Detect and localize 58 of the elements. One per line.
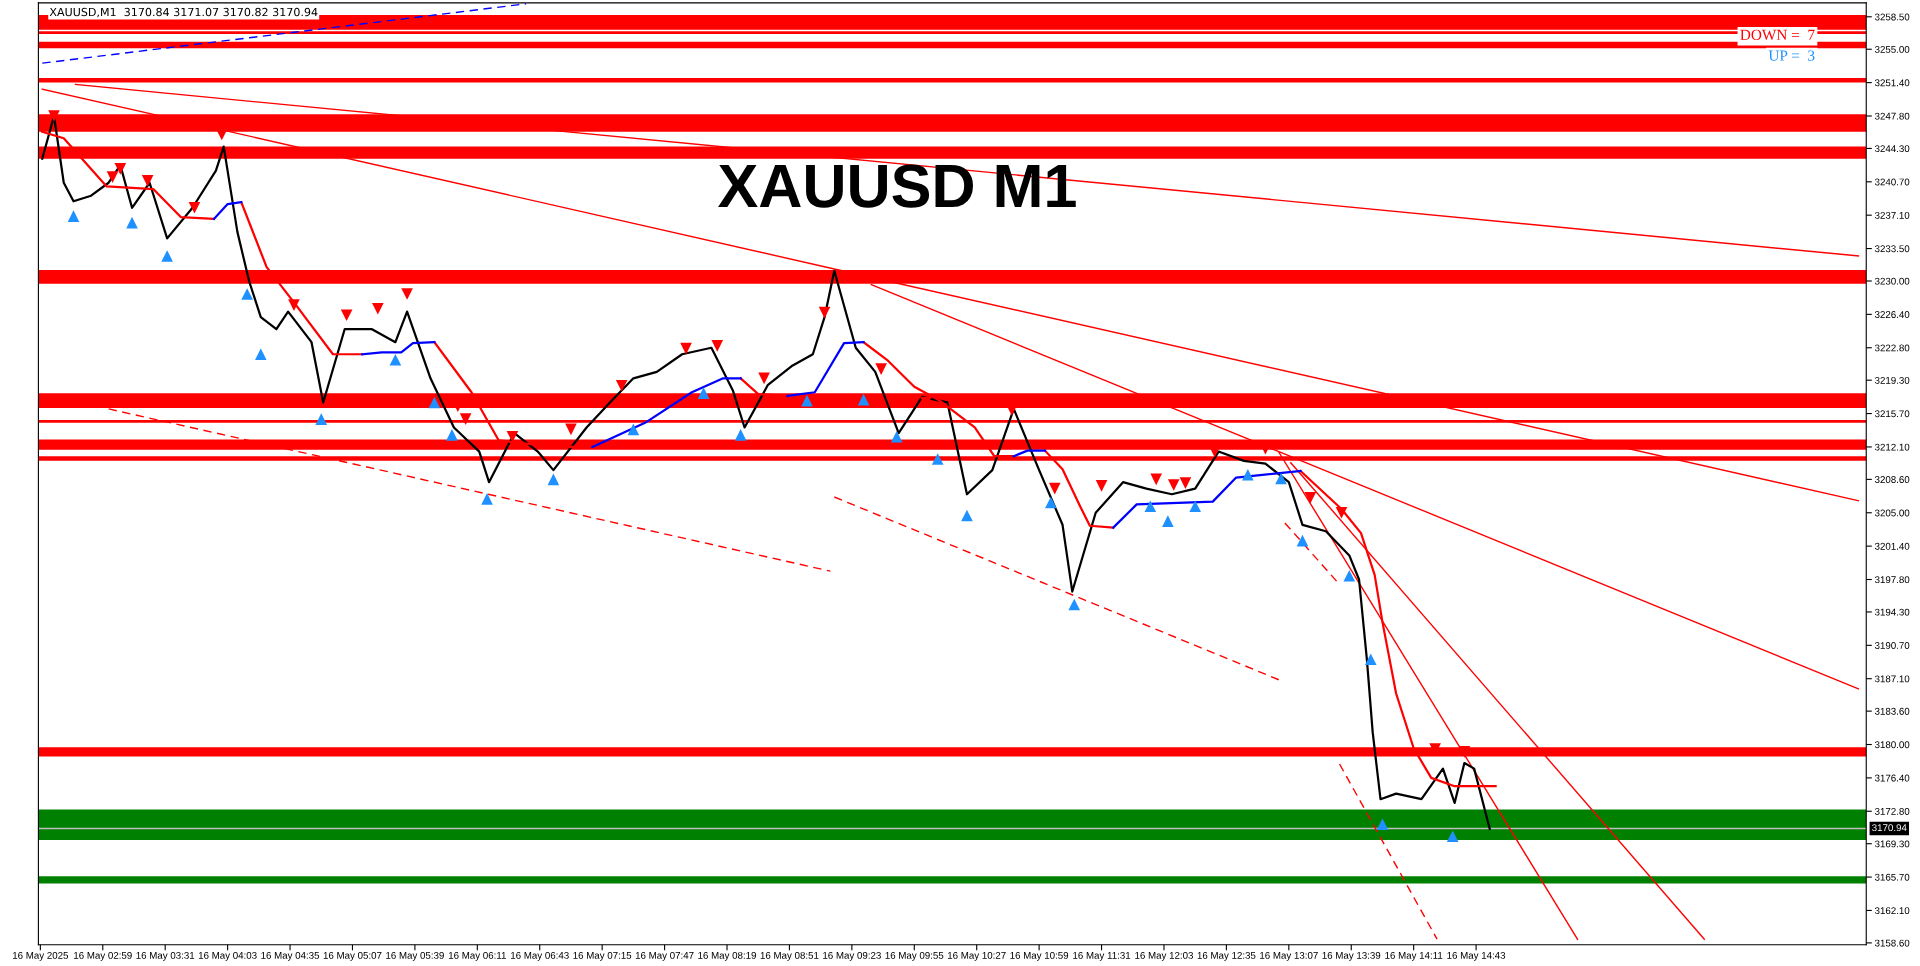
x-tick-label: 16 May 05:07 — [323, 951, 382, 961]
x-tick-label: 16 May 11:31 — [1073, 951, 1131, 961]
y-tick-label: 3180.00 — [1874, 741, 1910, 749]
annotation: UP = 3 — [1768, 50, 1815, 61]
y-tick-label: 3215.70 — [1874, 410, 1910, 418]
y-tick-label: 3219.30 — [1874, 376, 1910, 384]
x-tick-label: 16 May 12:35 — [1197, 951, 1256, 961]
y-tick-label: 3201.40 — [1874, 542, 1910, 550]
x-tick-label: 16 May 13:39 — [1322, 951, 1381, 961]
y-tick-label: 3237.10 — [1874, 211, 1910, 219]
y-tick-label: 3183.60 — [1874, 707, 1910, 715]
x-tick-label: 16 May 10:59 — [1010, 951, 1069, 961]
annotation: DOWN = 7 — [1740, 29, 1815, 41]
y-tick-label: 3176.40 — [1874, 774, 1910, 782]
x-tick-label: 16 May 08:51 — [760, 951, 819, 961]
y-tick-label: 3240.70 — [1874, 178, 1910, 186]
x-tick-label: 16 May 12:03 — [1135, 951, 1194, 961]
x-tick-label: 16 May 08:19 — [698, 951, 757, 961]
x-tick-label: 16 May 2025 — [12, 951, 69, 961]
y-tick-label: 3233.50 — [1874, 245, 1910, 253]
ref-line-label: 3170.94 — [1872, 824, 1907, 832]
y-tick-label: 3258.50 — [1874, 13, 1910, 21]
x-tick-label: 16 May 04:03 — [198, 951, 257, 961]
y-tick-label: 3205.00 — [1874, 509, 1910, 517]
x-tick-label: 16 May 06:43 — [511, 951, 569, 961]
x-tick-label: 16 May 13:07 — [1260, 951, 1318, 961]
chart-subtitle: XAUUSD,M1 3170.84 3171.07 3170.82 3170.94 — [49, 7, 318, 18]
y-tick-label: 3212.10 — [1874, 443, 1910, 451]
x-tick-label: 16 May 14:11 — [1385, 951, 1443, 961]
y-tick-label: 3187.10 — [1874, 675, 1910, 683]
y-tick-label: 3158.60 — [1874, 939, 1910, 947]
x-tick-label: 16 May 05:39 — [386, 951, 444, 961]
y-tick-label: 3222.80 — [1874, 344, 1910, 352]
y-tick-label: 3197.80 — [1874, 576, 1910, 584]
y-tick-label: 3162.10 — [1874, 907, 1910, 915]
x-tick-label: 16 May 09:55 — [885, 951, 944, 961]
x-tick-label: 16 May 06:11 — [448, 951, 506, 961]
y-tick-label: 3230.00 — [1874, 277, 1910, 285]
y-tick-label: 3172.80 — [1874, 807, 1910, 815]
y-tick-label: 3247.80 — [1874, 112, 1910, 120]
y-tick-label: 3194.30 — [1874, 608, 1910, 616]
y-tick-label: 3255.00 — [1874, 45, 1910, 53]
y-tick-label: 3226.40 — [1874, 311, 1910, 318]
x-tick-label: 16 May 04:35 — [261, 951, 320, 961]
y-tick-label: 3165.70 — [1874, 873, 1910, 881]
x-tick-label: 16 May 07:47 — [635, 951, 694, 961]
y-tick-label: 3251.40 — [1874, 79, 1910, 87]
text: XAUUSD M1 — [718, 164, 1076, 208]
x-tick-label: 16 May 14:43 — [1447, 951, 1506, 961]
y-tick-label: 3208.60 — [1874, 476, 1910, 483]
y-tick-label: 3190.70 — [1874, 642, 1910, 649]
y-tick-label: 3169.30 — [1874, 840, 1910, 848]
x-tick-label: 16 May 02:59 — [74, 951, 132, 961]
y-tick-label: 3244.30 — [1874, 145, 1910, 153]
x-tick-label: 16 May 10:27 — [947, 951, 1006, 961]
x-tick-label: 16 May 09:23 — [823, 951, 881, 961]
x-tick-label: 16 May 03:31 — [136, 951, 195, 961]
x-tick-label: 16 May 07:15 — [573, 951, 632, 961]
